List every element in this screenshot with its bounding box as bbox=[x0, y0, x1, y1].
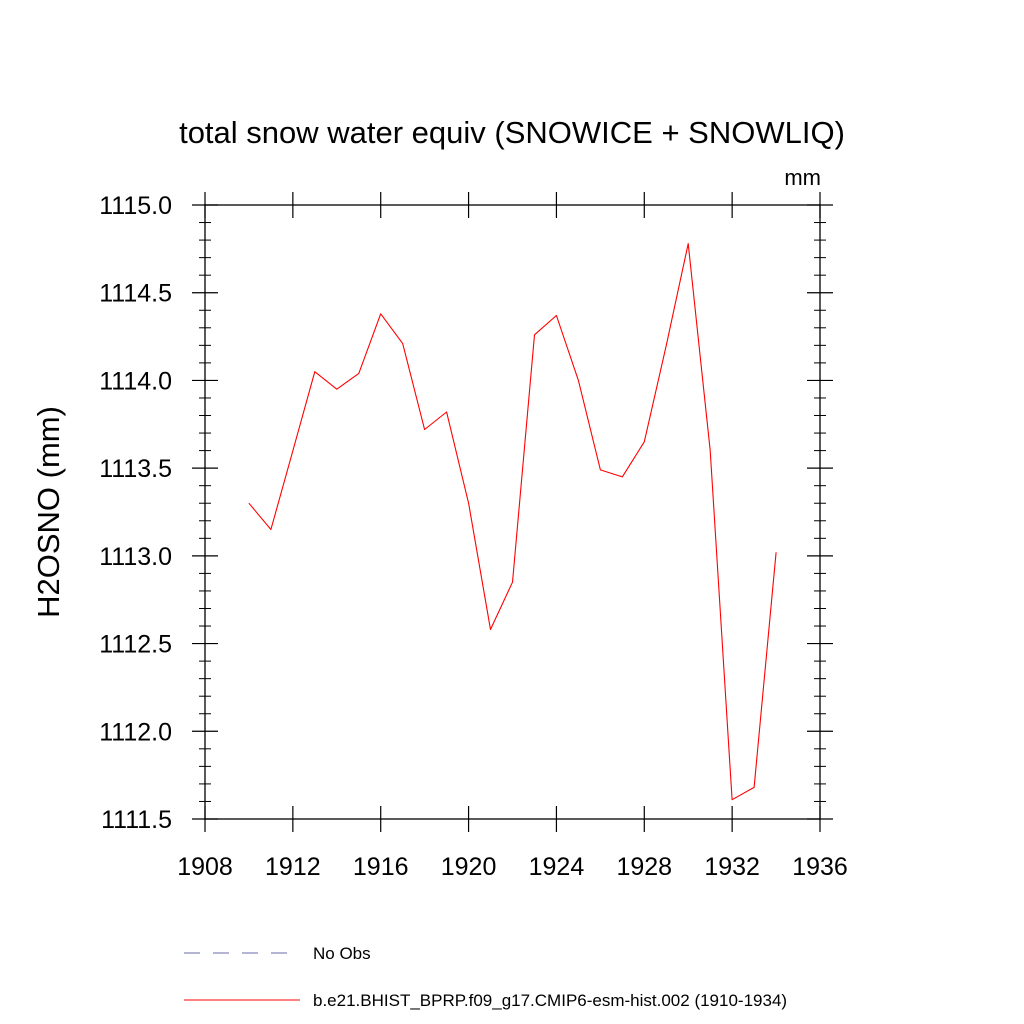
chart-title: total snow water equiv (SNOWICE + SNOWLI… bbox=[179, 115, 845, 150]
series-layer bbox=[248, 243, 777, 801]
y-tick-label: 1114.5 bbox=[99, 280, 172, 308]
legend-label-model: b.e21.BHIST_BPRP.f09_g17.CMIP6-esm-hist.… bbox=[313, 991, 787, 1010]
x-tick-label: 1908 bbox=[177, 853, 233, 881]
legend-label-no-obs: No Obs bbox=[313, 944, 371, 963]
legend: No Obs b.e21.BHIST_BPRP.f09_g17.CMIP6-es… bbox=[184, 944, 787, 1010]
units-label: mm bbox=[784, 165, 821, 190]
y-tick-label: 1113.5 bbox=[99, 455, 172, 483]
tick-marks bbox=[192, 192, 833, 832]
x-tick-label: 1916 bbox=[353, 853, 409, 881]
plot-frame bbox=[204, 204, 821, 820]
y-tick-label: 1114.0 bbox=[99, 367, 172, 395]
y-tick-label: 1112.0 bbox=[99, 718, 172, 746]
x-tick-labels: 1908 1912 1916 1920 1924 1928 1932 1936 bbox=[177, 853, 848, 881]
x-tick-label: 1928 bbox=[616, 853, 672, 881]
x-tick-label: 1912 bbox=[265, 853, 321, 881]
y-tick-label: 1112.5 bbox=[99, 631, 172, 659]
series-line bbox=[248, 243, 777, 801]
x-tick-label: 1932 bbox=[704, 853, 760, 881]
y-tick-labels: 1111.5 1112.0 1112.5 1113.0 1113.5 1114.0 1114… bbox=[99, 192, 172, 834]
y-tick-label: 1115.0 bbox=[99, 192, 172, 220]
x-tick-label: 1920 bbox=[441, 853, 497, 881]
x-tick-label: 1924 bbox=[529, 853, 585, 881]
y-tick-label: 1113.0 bbox=[99, 543, 172, 571]
y-axis-label: H2OSNO (mm) bbox=[31, 406, 66, 618]
x-tick-label: 1936 bbox=[792, 853, 848, 881]
y-tick-label: 1111.5 bbox=[101, 806, 172, 834]
